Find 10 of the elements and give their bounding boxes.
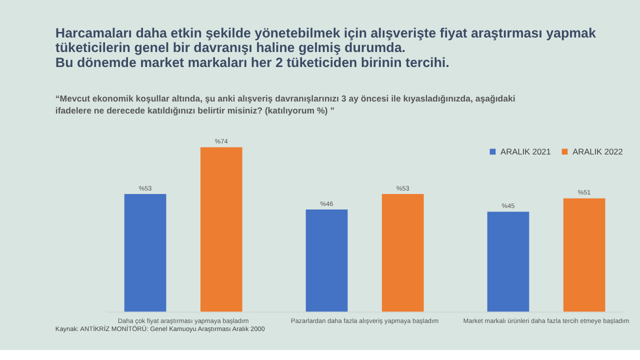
legend-label: ARALIK 2022	[572, 146, 624, 156]
chart-title: Harcamaları daha etkin şekilde yönetebilmek için alışverişte fiyat araştırması yapmak tüketicilerin genel bir davranışı haline gelmiş durumda. Bu dönemde market markaları her 2 tüketiciden birinin tercihi.	[55, 25, 596, 70]
bar	[563, 198, 606, 312]
bar	[200, 147, 242, 312]
bar	[124, 194, 166, 312]
bar	[306, 209, 348, 312]
bar	[382, 194, 424, 312]
legend-label: ARALIK 2021	[500, 146, 552, 156]
chart-subtitle: “Mevcut ekonomik koşullar altında, şu anki alışveriş davranışlarınızı 3 ay öncesi ile kıyasladığınızda, aşağıdaki ifadelere ne derecede katıldığınızı belirtir misiniz? (katılıyorum %) ”	[55, 94, 516, 116]
bar	[487, 212, 530, 312]
